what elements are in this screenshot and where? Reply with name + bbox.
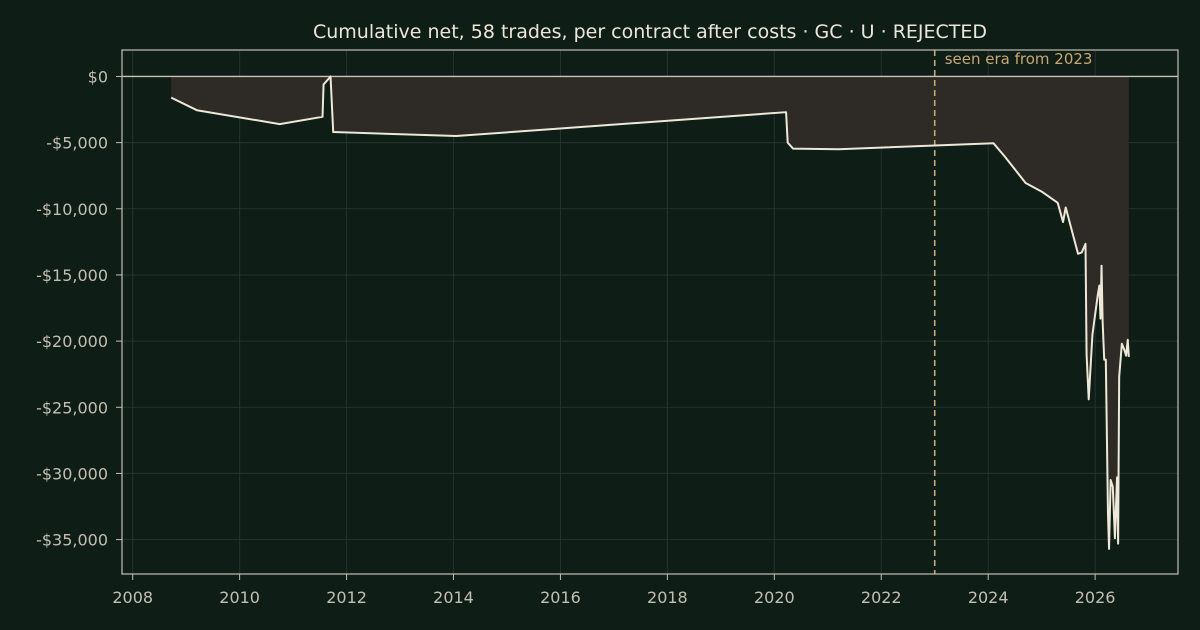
- x-tick-label: 2008: [112, 588, 153, 607]
- y-tick-label: -$5,000: [46, 134, 108, 153]
- x-tick-label: 2010: [219, 588, 260, 607]
- y-tick-label: -$25,000: [36, 398, 108, 417]
- x-tick-label: 2026: [1075, 588, 1116, 607]
- x-tick-label: 2014: [433, 588, 474, 607]
- y-axis: $0 -$5,000 -$10,000 -$15,000 -$20,000 -$25,00…: [36, 67, 122, 550]
- y-tick-label: -$10,000: [36, 200, 108, 219]
- chart-title: Cumulative net, 58 trades, per contract …: [313, 21, 987, 43]
- x-axis: 2008 2010 2012 2014 2016 2018 2020 2022 2024 2026: [112, 574, 1115, 607]
- cumulative-net-line: [170, 75, 1130, 550]
- y-tick-label: -$35,000: [36, 531, 108, 550]
- x-tick-label: 2012: [326, 588, 367, 607]
- y-tick-label: -$15,000: [36, 266, 108, 285]
- cumulative-net-area: [171, 76, 1129, 549]
- y-tick-label: -$20,000: [36, 332, 108, 351]
- x-tick-label: 2022: [861, 588, 902, 607]
- plot-frame: [121, 49, 1179, 575]
- y-tick-label: -$30,000: [36, 464, 108, 483]
- x-tick-label: 2016: [540, 588, 581, 607]
- x-tick-label: 2024: [968, 588, 1009, 607]
- x-tick-label: 2020: [754, 588, 795, 607]
- y-tick-label: $0: [88, 67, 108, 86]
- x-tick-label: 2018: [647, 588, 688, 607]
- seen-era-label: seen era from 2023: [945, 50, 1093, 68]
